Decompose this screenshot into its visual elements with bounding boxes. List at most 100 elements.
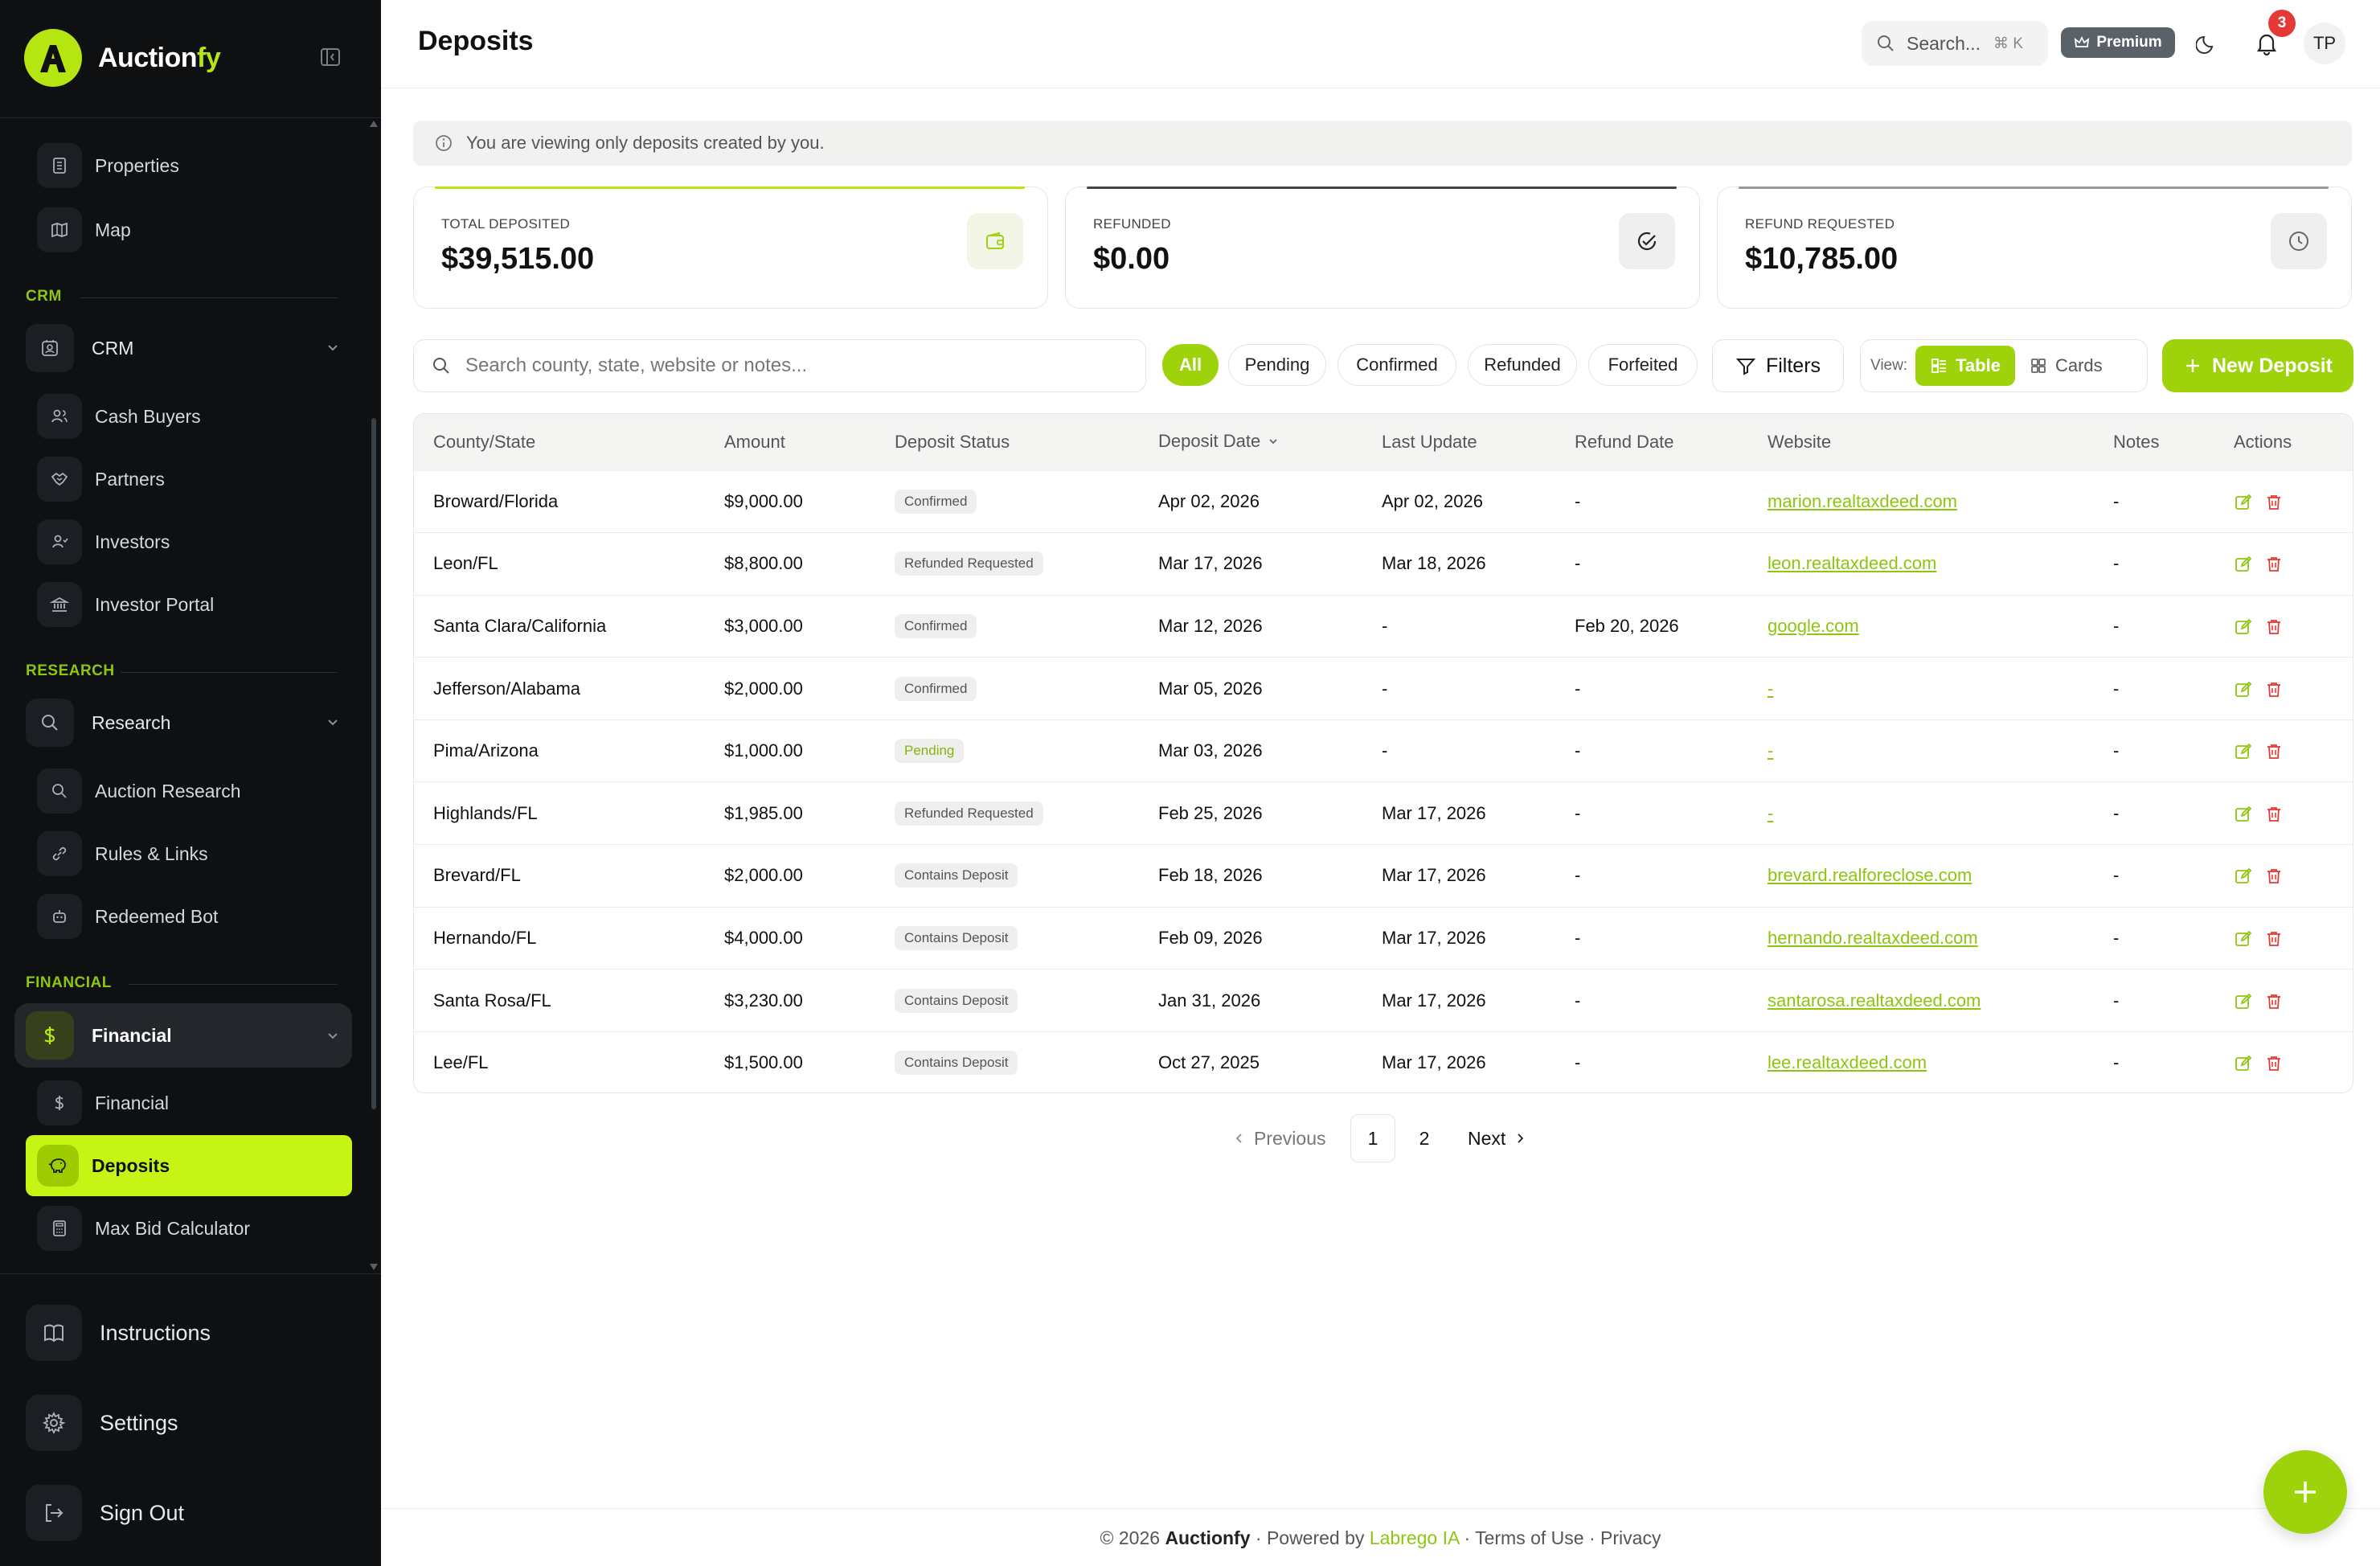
delete-icon[interactable] <box>2264 742 2284 761</box>
premium-badge[interactable]: Premium <box>2061 27 2175 58</box>
table-row[interactable]: Pima/Arizona $1,000.00 Pending Mar 03, 2026… <box>414 719 2353 782</box>
view-cards-button[interactable]: Cards <box>2015 346 2117 386</box>
website-link[interactable]: brevard.realforeclose.com <box>1768 865 1972 886</box>
new-deposit-label: New Deposit <box>2211 354 2333 377</box>
sidebar-item-max-bid-calculator[interactable]: Max Bid Calculator <box>37 1206 250 1251</box>
sidebar-item-partners[interactable]: Partners <box>37 457 165 502</box>
table-row[interactable]: Highlands/FL $1,985.00 Refunded Requested F… <box>414 781 2353 845</box>
delete-icon[interactable] <box>2264 555 2284 574</box>
website-link[interactable]: santarosa.realtaxdeed.com <box>1768 990 1981 1011</box>
sidebar-item-sign-out[interactable]: Sign Out <box>26 1484 184 1542</box>
footer-separator: · <box>1464 1527 1471 1548</box>
filters-button[interactable]: Filters <box>1712 339 1844 392</box>
deposit-search-input[interactable] <box>465 355 1124 377</box>
filter-chip-refunded[interactable]: Refunded <box>1468 344 1577 386</box>
sidebar-group-research[interactable]: Research <box>26 698 352 748</box>
sidebar-item-label: Deposits <box>92 1154 170 1176</box>
pagination-previous[interactable]: Previous <box>1233 1114 1325 1162</box>
column-header-county-state[interactable]: County/State <box>433 431 536 452</box>
website-link[interactable]: lee.realtaxdeed.com <box>1768 1052 1927 1073</box>
edit-icon[interactable] <box>2234 555 2253 574</box>
sidebar-item-investors[interactable]: Investors <box>37 519 170 564</box>
sidebar-item-map[interactable]: Map <box>37 207 131 252</box>
sidebar-group-crm[interactable]: CRM <box>26 323 352 373</box>
footer-powered-link[interactable]: Labrego IA <box>1369 1527 1460 1548</box>
sidebar-collapse-icon[interactable] <box>317 43 344 71</box>
column-header-deposit-date[interactable]: Deposit Date <box>1139 414 1362 470</box>
pagination-next[interactable]: Next <box>1468 1114 1526 1162</box>
pagination-page-2[interactable]: 2 <box>1402 1114 1447 1162</box>
sidebar-item-instructions[interactable]: Instructions <box>26 1304 211 1362</box>
sidebar-item-settings[interactable]: Settings <box>26 1394 178 1452</box>
delete-icon[interactable] <box>2264 805 2284 824</box>
footer-privacy-link[interactable]: Privacy <box>1600 1527 1661 1548</box>
website-link[interactable]: marion.realtaxdeed.com <box>1768 490 1958 511</box>
footer-terms-link[interactable]: Terms of Use <box>1475 1527 1584 1548</box>
filter-chip-all[interactable]: All <box>1162 344 1219 386</box>
delete-icon[interactable] <box>2264 992 2284 1011</box>
delete-icon[interactable] <box>2264 1054 2284 1073</box>
edit-icon[interactable] <box>2234 929 2253 949</box>
sidebar-item-properties[interactable]: Properties <box>37 143 179 188</box>
sidebar-item-rules-links[interactable]: Rules & Links <box>37 831 208 876</box>
delete-icon[interactable] <box>2264 929 2284 949</box>
scroll-up-icon[interactable] <box>370 121 378 127</box>
deposit-search-field[interactable] <box>413 339 1146 392</box>
avatar[interactable]: TP <box>2304 23 2345 64</box>
dark-mode-toggle-icon[interactable] <box>2190 26 2225 61</box>
column-header-notes[interactable]: Notes <box>2113 431 2160 452</box>
sidebar-item-auction-research[interactable]: Auction Research <box>37 769 241 814</box>
status-badge: Confirmed <box>895 676 977 701</box>
edit-icon[interactable] <box>2234 867 2253 886</box>
sort-desc-icon[interactable] <box>1267 432 1280 453</box>
floating-add-button[interactable] <box>2263 1450 2347 1534</box>
delete-icon[interactable] <box>2264 617 2284 637</box>
bell-icon[interactable] <box>2249 26 2284 61</box>
column-header-last-update[interactable]: Last Update <box>1382 431 1477 452</box>
delete-icon[interactable] <box>2264 680 2284 699</box>
website-link[interactable]: - <box>1768 678 1774 699</box>
website-link[interactable]: - <box>1768 802 1774 823</box>
filter-chip-forfeited[interactable]: Forfeited <box>1588 344 1698 386</box>
sidebar-item-cash-buyers[interactable]: Cash Buyers <box>37 394 201 439</box>
sidebar-scrollbar[interactable] <box>371 418 376 1109</box>
edit-icon[interactable] <box>2234 493 2253 512</box>
column-header-refund-date[interactable]: Refund Date <box>1575 431 1674 452</box>
column-header-deposit-status[interactable]: Deposit Status <box>895 431 1010 452</box>
sidebar-item-redeemed-bot[interactable]: Redeemed Bot <box>37 894 218 939</box>
global-search-button[interactable]: Search... ⌘ K <box>1862 21 2048 66</box>
table-row[interactable]: Leon/FL $8,800.00 Refunded Requested Mar 17… <box>414 532 2353 596</box>
filter-chip-confirmed[interactable]: Confirmed <box>1337 344 1456 386</box>
delete-icon[interactable] <box>2264 867 2284 886</box>
website-link[interactable]: leon.realtaxdeed.com <box>1768 553 1937 574</box>
filter-chip-pending[interactable]: Pending <box>1228 344 1326 386</box>
website-link[interactable]: - <box>1768 740 1774 761</box>
scroll-down-icon[interactable] <box>370 1264 378 1270</box>
delete-icon[interactable] <box>2264 493 2284 512</box>
sidebar-item-financial[interactable]: Financial <box>37 1080 169 1125</box>
table-row[interactable]: Jefferson/Alabama $2,000.00 Confirmed Mar 0… <box>414 657 2353 720</box>
table-row[interactable]: Broward/Florida $9,000.00 Confirmed Apr 02,… <box>414 470 2353 533</box>
table-row[interactable]: Santa Clara/California $3,000.00 Confirmed… <box>414 595 2353 658</box>
edit-icon[interactable] <box>2234 617 2253 637</box>
edit-icon[interactable] <box>2234 805 2253 824</box>
table-row[interactable]: Lee/FL $1,500.00 Contains Deposit Oct 27, 2… <box>414 1031 2353 1093</box>
sidebar-item-investor-portal[interactable]: Investor Portal <box>37 582 214 627</box>
table-row[interactable]: Brevard/FL $2,000.00 Contains Deposit Feb 1… <box>414 844 2353 908</box>
column-header-amount[interactable]: Amount <box>724 431 785 452</box>
edit-icon[interactable] <box>2234 680 2253 699</box>
website-link[interactable]: google.com <box>1768 615 1859 636</box>
pagination-page-1[interactable]: 1 <box>1350 1114 1395 1162</box>
brand[interactable]: Auctionfy <box>24 29 221 87</box>
sidebar-item-deposits[interactable]: Deposits <box>26 1135 352 1196</box>
table-row[interactable]: Santa Rosa/FL $3,230.00 Contains Deposit Ja… <box>414 969 2353 1032</box>
table-row[interactable]: Hernando/FL $4,000.00 Contains Deposit Feb … <box>414 907 2353 970</box>
column-header-website[interactable]: Website <box>1768 431 1832 452</box>
edit-icon[interactable] <box>2234 742 2253 761</box>
website-link[interactable]: hernando.realtaxdeed.com <box>1768 927 1978 948</box>
new-deposit-button[interactable]: New Deposit <box>2162 339 2353 392</box>
edit-icon[interactable] <box>2234 1054 2253 1073</box>
sidebar-group-financial[interactable]: Financial <box>14 1003 352 1068</box>
edit-icon[interactable] <box>2234 992 2253 1011</box>
view-table-button[interactable]: Table <box>1915 346 2015 386</box>
